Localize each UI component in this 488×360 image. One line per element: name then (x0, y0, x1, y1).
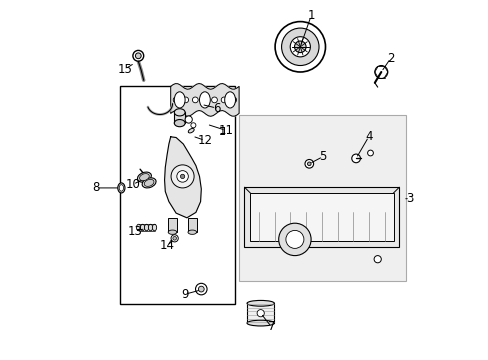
Circle shape (367, 150, 373, 156)
Circle shape (135, 53, 141, 59)
Circle shape (192, 97, 198, 103)
Bar (168, 218, 177, 232)
Circle shape (285, 230, 303, 248)
Ellipse shape (140, 224, 144, 231)
Text: 12: 12 (197, 134, 212, 147)
Text: 15: 15 (117, 63, 132, 76)
Ellipse shape (137, 172, 151, 182)
Polygon shape (164, 137, 201, 218)
Ellipse shape (139, 174, 149, 181)
Ellipse shape (142, 178, 156, 188)
Ellipse shape (136, 224, 141, 231)
Ellipse shape (188, 129, 194, 133)
Circle shape (373, 256, 381, 263)
Ellipse shape (118, 183, 125, 193)
Circle shape (294, 41, 305, 53)
Ellipse shape (224, 92, 235, 108)
Ellipse shape (144, 224, 148, 231)
Circle shape (211, 97, 217, 103)
Circle shape (171, 235, 178, 242)
Text: 4: 4 (364, 130, 372, 143)
Circle shape (195, 283, 206, 295)
Circle shape (173, 97, 179, 103)
Circle shape (374, 66, 387, 78)
Text: 7: 7 (267, 320, 275, 333)
Ellipse shape (168, 230, 177, 234)
Ellipse shape (246, 300, 274, 306)
Ellipse shape (246, 320, 274, 326)
Circle shape (257, 310, 264, 317)
Text: 3: 3 (406, 192, 413, 205)
Ellipse shape (187, 230, 196, 234)
Circle shape (172, 237, 176, 240)
Circle shape (180, 174, 184, 179)
Bar (174, 112, 185, 123)
Circle shape (275, 22, 325, 72)
Circle shape (183, 97, 188, 103)
Text: 1: 1 (307, 9, 314, 22)
Ellipse shape (148, 224, 152, 231)
Circle shape (171, 165, 194, 188)
Text: 13: 13 (127, 225, 142, 238)
Ellipse shape (199, 92, 210, 108)
Ellipse shape (174, 109, 185, 116)
Polygon shape (170, 84, 239, 116)
Circle shape (305, 159, 313, 168)
Text: 9: 9 (182, 288, 189, 301)
Text: 8: 8 (92, 181, 100, 194)
Circle shape (351, 154, 360, 163)
Ellipse shape (119, 185, 123, 191)
Circle shape (281, 28, 318, 66)
Circle shape (230, 97, 236, 103)
Circle shape (202, 97, 207, 103)
Bar (187, 218, 196, 232)
Bar (244, 187, 399, 247)
Circle shape (198, 286, 204, 292)
Text: 11: 11 (218, 124, 233, 137)
Circle shape (190, 123, 196, 128)
Text: 14: 14 (159, 239, 174, 252)
Ellipse shape (152, 224, 156, 231)
Circle shape (221, 97, 226, 103)
Ellipse shape (144, 179, 154, 186)
Text: 5: 5 (319, 150, 326, 163)
Text: 6: 6 (212, 102, 220, 114)
Circle shape (177, 171, 188, 182)
Text: 10: 10 (125, 178, 140, 191)
Circle shape (278, 223, 310, 256)
Circle shape (289, 37, 310, 57)
Bar (120, 86, 235, 304)
Circle shape (307, 162, 310, 166)
Ellipse shape (174, 92, 185, 108)
Bar (239, 115, 406, 281)
Bar (246, 303, 274, 323)
Bar (249, 193, 393, 241)
Ellipse shape (174, 120, 185, 127)
Text: 2: 2 (386, 52, 394, 65)
Circle shape (185, 116, 192, 123)
Circle shape (133, 50, 143, 61)
